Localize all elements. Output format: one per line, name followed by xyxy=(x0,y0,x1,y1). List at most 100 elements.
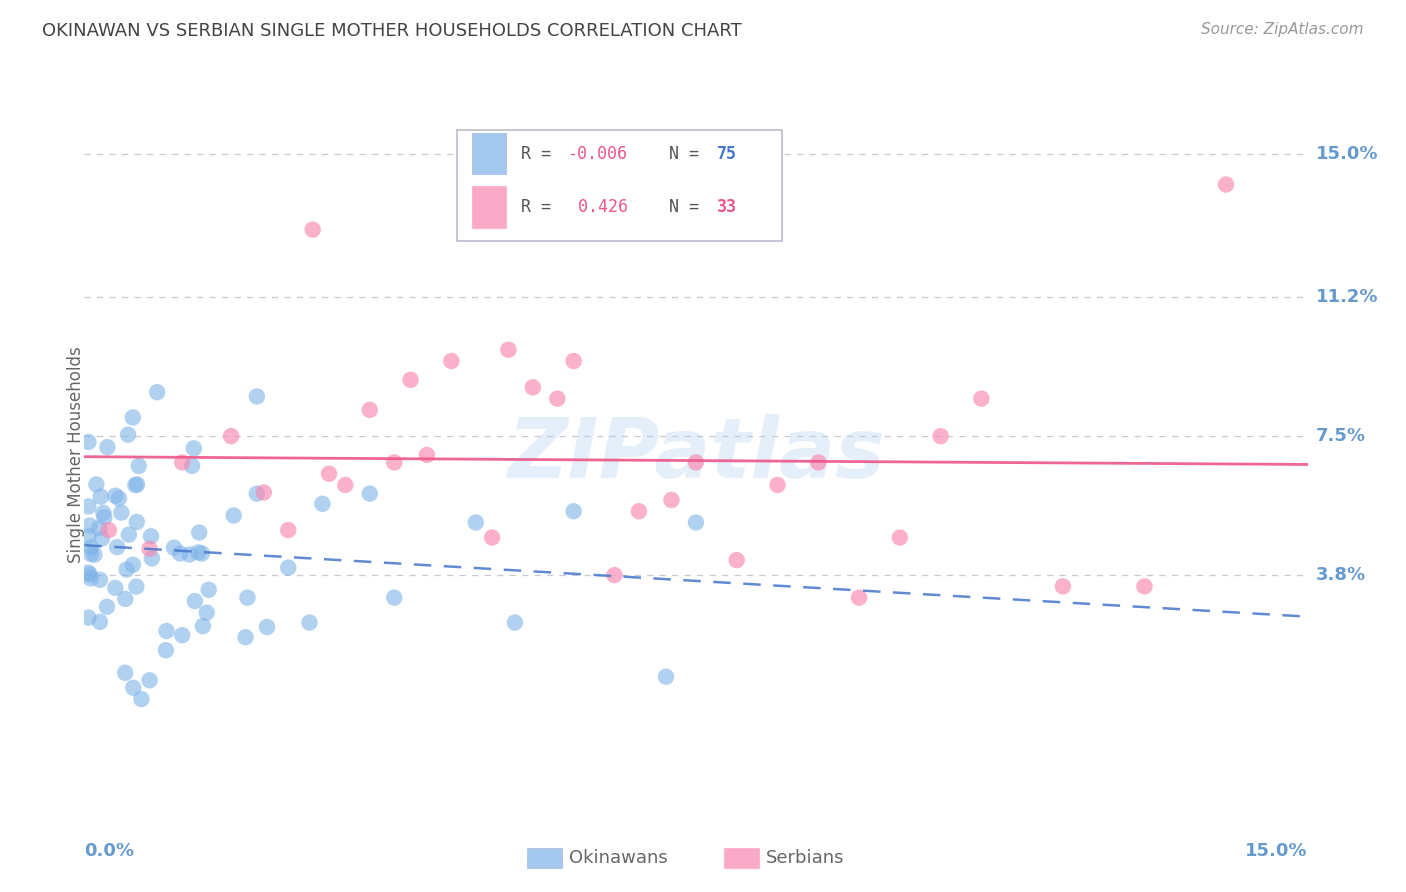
Point xyxy=(253,485,276,500)
Text: 3.8%: 3.8% xyxy=(1316,566,1367,584)
Point xyxy=(187,545,209,559)
Point xyxy=(685,455,707,469)
Point xyxy=(89,521,111,535)
Point xyxy=(188,525,211,540)
Point xyxy=(191,619,214,633)
Point xyxy=(195,606,218,620)
Point xyxy=(970,392,993,406)
Point xyxy=(311,497,333,511)
Point xyxy=(104,581,127,595)
Point xyxy=(627,504,650,518)
Text: OKINAWAN VS SERBIAN SINGLE MOTHER HOUSEHOLDS CORRELATION CHART: OKINAWAN VS SERBIAN SINGLE MOTHER HOUSEH… xyxy=(42,22,742,40)
Text: 15.0%: 15.0% xyxy=(1316,145,1378,163)
Text: R =: R = xyxy=(522,145,561,162)
Point xyxy=(155,643,177,657)
Point xyxy=(114,665,136,680)
Point xyxy=(105,540,128,554)
Point xyxy=(277,523,299,537)
Point xyxy=(138,541,160,556)
Point xyxy=(359,486,381,500)
Point xyxy=(155,624,177,638)
Point xyxy=(498,343,520,357)
Point xyxy=(83,548,105,562)
Point xyxy=(93,510,115,524)
Point xyxy=(481,531,503,545)
Point xyxy=(335,478,357,492)
Point xyxy=(122,558,145,572)
Point xyxy=(115,562,138,576)
Point xyxy=(382,591,405,605)
Point xyxy=(169,547,191,561)
Point xyxy=(80,541,103,555)
Point xyxy=(191,546,214,560)
Point xyxy=(235,630,257,644)
Point xyxy=(110,506,132,520)
Point xyxy=(889,531,911,545)
Text: 33: 33 xyxy=(717,198,737,216)
Point xyxy=(89,573,111,587)
Point xyxy=(80,547,103,561)
Point xyxy=(416,448,439,462)
Point xyxy=(562,504,585,518)
Bar xyxy=(472,186,506,227)
Point xyxy=(79,567,101,582)
Point xyxy=(181,458,204,473)
Text: N =: N = xyxy=(650,145,710,162)
Point xyxy=(124,478,146,492)
Point xyxy=(104,489,127,503)
Point xyxy=(128,458,150,473)
Point xyxy=(848,591,870,605)
Point xyxy=(603,568,626,582)
Point xyxy=(359,402,381,417)
Point xyxy=(125,515,148,529)
Point xyxy=(318,467,340,481)
Point xyxy=(685,516,707,530)
Point xyxy=(77,610,100,624)
Point xyxy=(138,673,160,688)
Point xyxy=(77,529,100,543)
Text: ZIPatlas: ZIPatlas xyxy=(508,415,884,495)
Point xyxy=(183,442,205,456)
Point xyxy=(1133,579,1156,593)
Point xyxy=(298,615,321,630)
Point xyxy=(122,681,145,695)
Point xyxy=(172,628,194,642)
Point xyxy=(93,506,115,520)
Point xyxy=(246,486,269,500)
Text: 0.0%: 0.0% xyxy=(84,842,135,860)
Text: Serbians: Serbians xyxy=(766,849,845,867)
Point xyxy=(766,478,789,492)
Point xyxy=(219,429,242,443)
Point xyxy=(117,427,139,442)
Point xyxy=(222,508,245,523)
Point xyxy=(172,455,194,469)
Text: 0.426: 0.426 xyxy=(568,198,627,216)
Point xyxy=(79,518,101,533)
Point xyxy=(89,615,111,629)
Text: 11.2%: 11.2% xyxy=(1316,288,1378,306)
Point xyxy=(80,571,103,585)
Point xyxy=(121,410,143,425)
Point xyxy=(1215,178,1237,192)
Point xyxy=(929,429,952,443)
Text: 15.0%: 15.0% xyxy=(1246,842,1308,860)
Point xyxy=(1052,579,1074,593)
Point xyxy=(118,527,141,541)
Point xyxy=(90,532,112,546)
Y-axis label: Single Mother Households: Single Mother Households xyxy=(67,347,84,563)
Point xyxy=(661,493,683,508)
FancyBboxPatch shape xyxy=(457,130,782,241)
Point xyxy=(382,455,405,469)
Point xyxy=(114,591,136,606)
Point xyxy=(96,440,118,454)
Point xyxy=(131,692,153,706)
Point xyxy=(179,548,201,562)
Point xyxy=(546,392,568,406)
Point xyxy=(125,580,148,594)
Point xyxy=(277,560,299,574)
Point xyxy=(464,516,486,530)
Point xyxy=(127,477,149,491)
Bar xyxy=(472,133,506,175)
Point xyxy=(86,477,108,491)
Point xyxy=(90,490,112,504)
